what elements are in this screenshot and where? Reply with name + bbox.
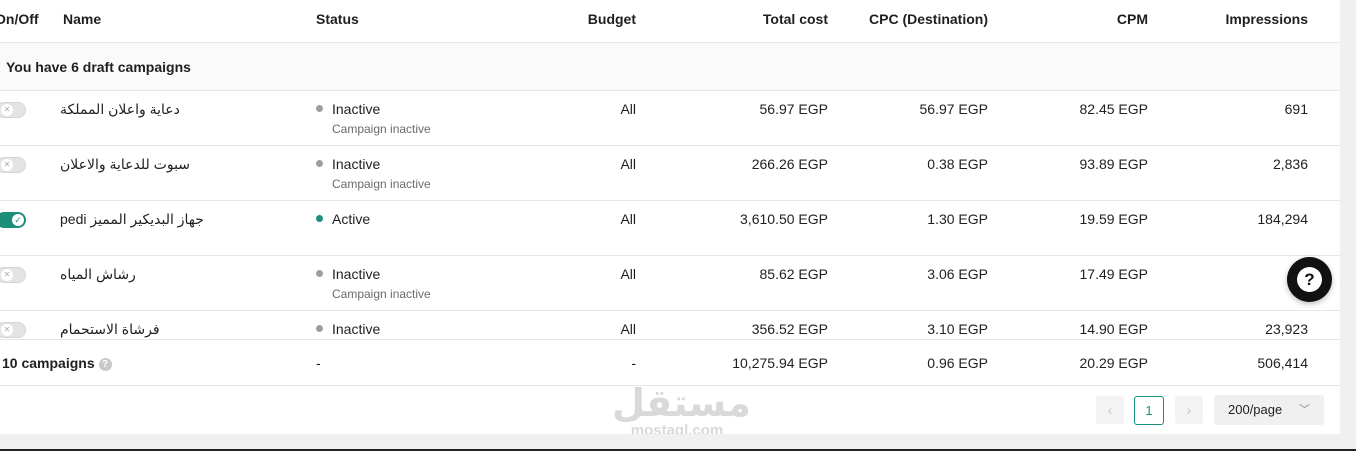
cpm-value: 19.59 EGP (1079, 211, 1149, 227)
totals-label-text: 10 campaigns (2, 355, 95, 371)
help-button[interactable]: ? (1287, 257, 1332, 302)
col-header-cpc[interactable]: CPC (Destination) (869, 11, 988, 27)
page-background-strip (0, 434, 1356, 451)
cpc-value: 3.06 EGP (927, 266, 988, 282)
impressions-value: 691 (1284, 101, 1308, 117)
campaign-name[interactable]: سبوت للدعاية والاعلان (60, 156, 191, 172)
help-circle-icon[interactable]: ? (98, 358, 112, 371)
page-1-button[interactable]: 1 (1134, 396, 1164, 425)
status-dot-icon (316, 270, 323, 277)
table-header: On/Off Name Status Budget Total cost CPC… (0, 0, 1340, 43)
draft-campaigns-banner[interactable]: You have 6 draft campaigns (0, 43, 1340, 91)
table-row[interactable]: ✕ سبوت للدعاية والاعلان Inactive Campaig… (0, 146, 1340, 201)
budget-value: All (620, 266, 636, 282)
total-cost-value: 266.26 EGP (751, 156, 828, 172)
col-header-impressions[interactable]: Impressions (1225, 11, 1308, 27)
cpm-value: 93.89 EGP (1079, 156, 1149, 172)
status-dot-icon (316, 325, 323, 332)
cpc-value: 1.30 EGP (927, 211, 988, 227)
col-header-name[interactable]: Name (63, 11, 102, 27)
cpc-value: 0.38 EGP (927, 156, 988, 172)
col-header-budget[interactable]: Budget (587, 11, 636, 27)
budget-value: All (620, 321, 636, 337)
toggle-check-icon: ✓ (12, 214, 24, 226)
impressions-value: 23,923 (1265, 321, 1308, 337)
cpm-value: 82.45 EGP (1079, 101, 1149, 117)
toggle-off-icon: ✕ (1, 159, 13, 171)
next-page-button[interactable]: › (1175, 396, 1203, 424)
watermark-logo: مستقل mostaql.com (612, 383, 751, 438)
table-row[interactable]: ✕ رشاش المياه Inactive Campaign inactive… (0, 256, 1340, 311)
col-header-status[interactable]: Status (316, 11, 359, 27)
campaign-toggle[interactable]: ✕ (0, 157, 26, 173)
campaign-name[interactable]: رشاش المياه (60, 266, 136, 282)
draft-banner-text: You have 6 draft campaigns (6, 59, 191, 75)
table-row[interactable]: ✓ جهاز البديكير المميز pedi Active All 3… (0, 201, 1340, 256)
status-subtext: Campaign inactive (332, 122, 431, 136)
totals-cpm: 20.29 EGP (1079, 355, 1149, 371)
chevron-down-icon: ﹀ (1299, 404, 1310, 416)
table-row[interactable]: ✕ دعاية واعلان المملكة Inactive Campaign… (0, 91, 1340, 146)
total-cost-value: 85.62 EGP (759, 266, 829, 282)
totals-impressions: 506,414 (1257, 355, 1308, 371)
total-cost-value: 356.52 EGP (751, 321, 828, 337)
campaign-table-panel: On/Off Name Status Budget Total cost CPC… (0, 0, 1340, 438)
total-cost-value: 3,610.50 EGP (740, 211, 828, 227)
totals-status: - (316, 355, 321, 371)
totals-label: 10 campaigns? (2, 355, 112, 371)
status-subtext: Campaign inactive (332, 287, 431, 301)
status-text: Inactive (332, 321, 381, 337)
totals-total-cost: 10,275.94 EGP (732, 355, 828, 371)
budget-value: All (620, 156, 636, 172)
col-header-onoff[interactable]: On/Off (0, 11, 39, 27)
cpc-value: 56.97 EGP (919, 101, 989, 117)
campaign-name[interactable]: جهاز البديكير المميز pedi (60, 211, 204, 227)
watermark-arabic: مستقل (612, 383, 751, 425)
impressions-value: 184,294 (1257, 211, 1308, 227)
status-text: Inactive (332, 266, 381, 282)
page-size-select[interactable]: 200/page ﹀ (1214, 395, 1324, 425)
status-dot-icon (316, 105, 323, 112)
toggle-off-icon: ✕ (1, 269, 13, 281)
budget-value: All (620, 211, 636, 227)
totals-cpc: 0.96 EGP (927, 355, 988, 371)
cpm-value: 14.90 EGP (1079, 321, 1149, 337)
prev-page-button[interactable]: ‹ (1096, 396, 1124, 424)
campaign-toggle[interactable]: ✓ (0, 212, 26, 228)
status-dot-icon (316, 160, 323, 167)
cpm-value: 17.49 EGP (1079, 266, 1149, 282)
status-subtext: Campaign inactive (332, 177, 431, 191)
toggle-off-icon: ✕ (1, 104, 13, 116)
budget-value: All (620, 101, 636, 117)
campaign-name[interactable]: دعاية واعلان المملكة (60, 101, 180, 117)
campaign-toggle[interactable]: ✕ (0, 102, 26, 118)
campaign-toggle[interactable]: ✕ (0, 267, 26, 283)
question-circle-icon: ? (1297, 267, 1322, 292)
status-text: Active (332, 211, 371, 227)
col-header-cpm[interactable]: CPM (1116, 11, 1148, 27)
totals-budget: - (631, 355, 636, 371)
page-size-value: 200/page (1228, 402, 1283, 417)
campaign-toggle[interactable]: ✕ (0, 322, 26, 338)
total-cost-value: 56.97 EGP (759, 101, 829, 117)
toggle-off-icon: ✕ (1, 324, 13, 336)
status-text: Inactive (332, 101, 381, 117)
totals-row: 10 campaigns? - - 10,275.94 EGP 0.96 EGP… (0, 339, 1340, 386)
cpc-value: 3.10 EGP (927, 321, 988, 337)
status-dot-icon (316, 215, 323, 222)
table-row[interactable]: ✕ فرشاة الاستحمام Inactive All 356.52 EG… (0, 311, 1340, 339)
status-text: Inactive (332, 156, 381, 172)
table-body: ✕ دعاية واعلان المملكة Inactive Campaign… (0, 91, 1340, 339)
col-header-total-cost[interactable]: Total cost (762, 11, 828, 27)
impressions-value: 2,836 (1272, 156, 1308, 172)
bottom-divider (0, 449, 1356, 451)
campaign-name[interactable]: فرشاة الاستحمام (60, 321, 160, 337)
